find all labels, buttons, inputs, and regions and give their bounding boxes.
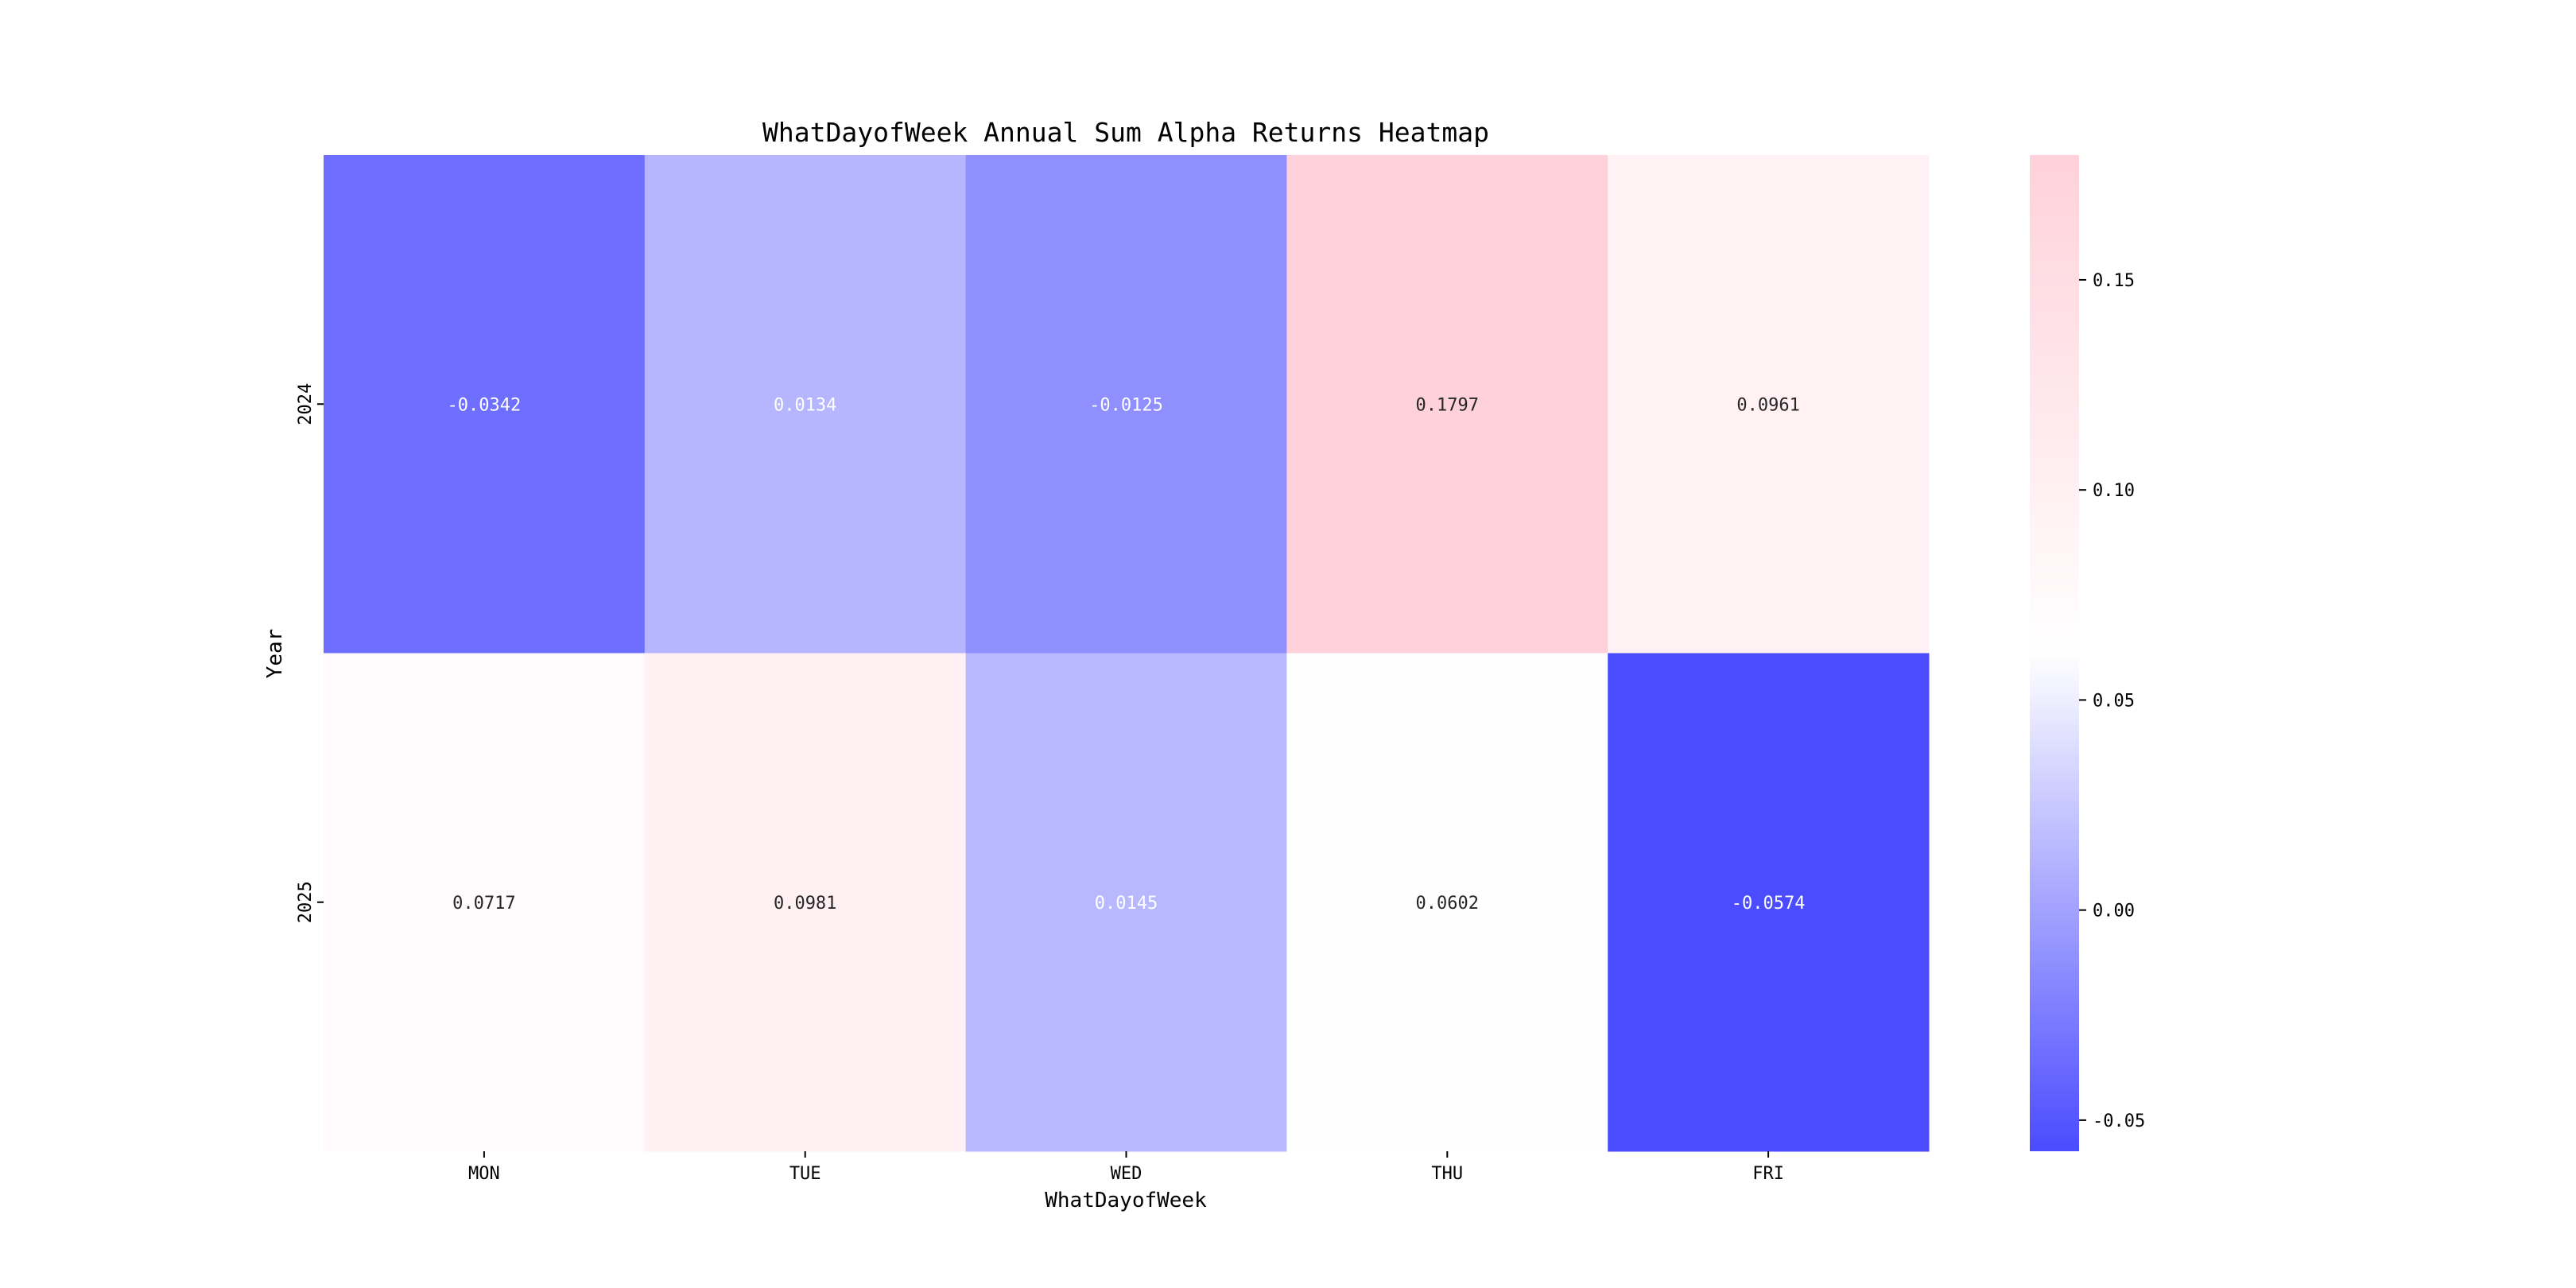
y-tick-label: 2025: [296, 881, 316, 923]
cell-value-label: -0.0342: [448, 395, 522, 415]
colorbar-axis: -0.05 0.00 0.05 0.10 0.15: [2079, 271, 2145, 1131]
y-tick-label: 2024: [296, 383, 316, 425]
cell-value-label: 0.0961: [1736, 395, 1799, 415]
x-tick-label: WED: [1111, 1164, 1143, 1184]
colorbar-tick-label: 0.05: [2093, 691, 2135, 711]
cell-value-label: 0.0602: [1416, 894, 1479, 914]
heatmap-cell: [1608, 653, 1930, 1152]
heatmap-cell: [1286, 155, 1608, 654]
cell-value-label: 0.0145: [1095, 894, 1158, 914]
heatmap-cell: [644, 653, 967, 1152]
x-tick-label: FRI: [1752, 1164, 1784, 1184]
cell-value-label: 0.1797: [1416, 395, 1479, 415]
x-tick-label: THU: [1431, 1164, 1463, 1184]
heatmap-cell: [965, 653, 1287, 1152]
cell-value-label: 0.0981: [774, 894, 836, 914]
heatmap-cell: [965, 155, 1287, 654]
x-axis: MON TUE WED THU FRI: [468, 1151, 1784, 1184]
y-axis-label: Year: [263, 629, 287, 679]
heatmap-cell: [644, 155, 967, 654]
chart-title: WhatDayofWeek Annual Sum Alpha Returns H…: [762, 117, 1489, 148]
heatmap-cell: [324, 155, 646, 654]
colorbar-tick-label: 0.10: [2093, 481, 2135, 501]
heatmap-cells: -0.0342 0.0134 -0.0125 0.1797 0.0961 0.0717 0.…: [324, 155, 1930, 1152]
x-axis-label: WhatDayofWeek: [1045, 1189, 1207, 1212]
heatmap-cell: [1286, 653, 1608, 1152]
colorbar-tick-label: -0.05: [2093, 1111, 2145, 1131]
colorbar: [2030, 155, 2079, 1151]
y-axis: 2024 2025: [296, 383, 324, 923]
cell-value-label: -0.0125: [1089, 395, 1163, 415]
cell-value-label: 0.0717: [452, 894, 515, 914]
colorbar-tick-label: 0.15: [2093, 271, 2135, 291]
x-tick-label: MON: [468, 1164, 500, 1184]
heatmap-cell: [1608, 155, 1930, 654]
heatmap-cell: [324, 653, 646, 1152]
colorbar-tick-label: 0.00: [2093, 902, 2135, 921]
cell-value-label: -0.0574: [1732, 894, 1806, 914]
x-tick-label: TUE: [789, 1164, 821, 1184]
cell-value-label: 0.0134: [774, 395, 836, 415]
